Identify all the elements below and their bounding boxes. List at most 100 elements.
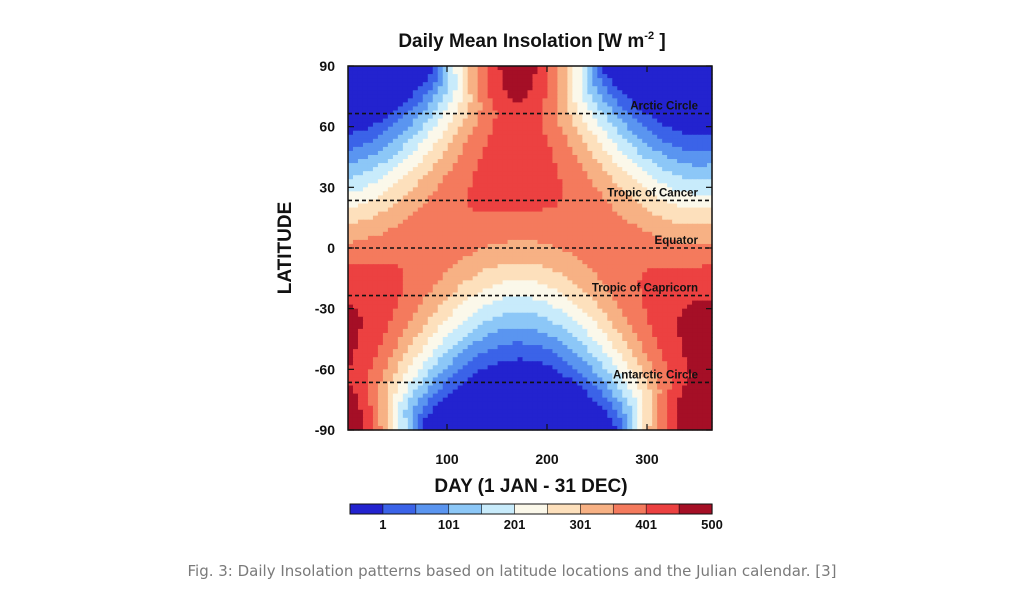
heatmap-cell — [522, 66, 529, 71]
heatmap-cell — [607, 66, 613, 71]
heatmap-cell — [627, 122, 633, 128]
heatmap-cell — [642, 175, 648, 180]
heatmap-cell — [467, 203, 474, 209]
heatmap-cell — [392, 235, 399, 241]
heatmap-cell — [477, 130, 484, 136]
heatmap-cell — [557, 114, 564, 120]
heatmap-cell — [632, 264, 638, 269]
heatmap-cell — [622, 138, 628, 144]
heatmap-cell — [447, 227, 454, 233]
heatmap-cell — [472, 122, 479, 128]
heatmap-cell — [612, 336, 618, 342]
heatmap-cell — [607, 126, 613, 132]
heatmap-cell — [617, 227, 623, 233]
heatmap-cell — [507, 239, 514, 245]
heatmap-cell — [377, 272, 384, 277]
heatmap-cell — [377, 122, 384, 128]
heatmap-cell — [677, 284, 683, 290]
heatmap-cell — [357, 264, 364, 269]
heatmap-cell — [542, 118, 549, 124]
heatmap-cell — [702, 272, 708, 277]
heatmap-cell — [682, 223, 688, 229]
heatmap-cell — [437, 138, 444, 144]
heatmap-cell — [557, 118, 564, 124]
heatmap-cell — [397, 239, 404, 245]
heatmap-cell — [657, 183, 663, 188]
heatmap-cell — [457, 231, 464, 237]
heatmap-cell — [472, 146, 479, 152]
heatmap-cell — [617, 211, 623, 217]
heatmap-cell — [592, 74, 598, 79]
heatmap-cell — [587, 142, 593, 148]
heatmap-cell — [387, 195, 394, 201]
heatmap-cell — [547, 82, 554, 87]
heatmap-cell — [497, 280, 504, 285]
heatmap-cell — [562, 183, 568, 188]
heatmap-cell — [502, 248, 509, 253]
heatmap-cell — [402, 288, 409, 294]
heatmap-cell — [652, 288, 658, 294]
heatmap-cell — [547, 167, 554, 172]
heatmap-cell — [707, 248, 713, 253]
heatmap-cell — [392, 187, 399, 192]
heatmap-cell — [472, 175, 479, 180]
heatmap-cell — [632, 118, 638, 124]
heatmap-cell — [422, 150, 429, 156]
heatmap-cell — [527, 219, 534, 225]
heatmap-cell — [547, 248, 554, 253]
heatmap-cell — [682, 312, 688, 318]
heatmap-cell — [487, 252, 494, 257]
heatmap-cell — [462, 256, 469, 261]
heatmap-cell — [372, 207, 379, 213]
heatmap-cell — [667, 199, 673, 205]
heatmap-cell — [422, 98, 429, 103]
heatmap-cell — [472, 78, 479, 83]
heatmap-cell — [662, 126, 668, 132]
heatmap-cell — [462, 199, 469, 205]
heatmap-cell — [362, 90, 369, 95]
heatmap-cell — [612, 138, 618, 144]
heatmap-cell — [632, 114, 638, 120]
heatmap-cell — [507, 264, 514, 269]
heatmap-cell — [382, 86, 389, 91]
heatmap-cell — [537, 118, 544, 124]
heatmap-cell — [567, 223, 573, 229]
heatmap-cell — [452, 320, 459, 326]
heatmap-cell — [482, 138, 489, 144]
heatmap-cell — [477, 312, 484, 318]
heatmap-cell — [652, 199, 658, 205]
heatmap-cell — [602, 227, 608, 233]
heatmap-cell — [482, 235, 489, 241]
heatmap-cell — [462, 243, 469, 249]
heatmap-cell — [702, 150, 708, 156]
heatmap-cell — [402, 260, 409, 265]
heatmap-cell — [397, 288, 404, 294]
heatmap-cell — [592, 66, 598, 71]
heatmap-cell — [562, 150, 568, 156]
heatmap-cell — [437, 215, 444, 221]
heatmap-cell — [437, 284, 444, 290]
heatmap-cell — [637, 118, 643, 124]
heatmap-cell — [437, 243, 444, 249]
heatmap-cell — [517, 126, 524, 132]
heatmap-cell — [482, 248, 489, 253]
heatmap-cell — [547, 211, 554, 217]
heatmap-cell — [482, 90, 489, 95]
heatmap-cell — [552, 296, 559, 302]
heatmap-cell — [547, 284, 554, 290]
heatmap-cell — [652, 122, 658, 128]
heatmap-cell — [512, 98, 519, 103]
heatmap-cell — [577, 66, 583, 71]
heatmap-cell — [432, 94, 439, 99]
heatmap-cell — [612, 167, 618, 172]
heatmap-cell — [707, 118, 713, 124]
heatmap-cell — [467, 239, 474, 245]
heatmap-cell — [352, 248, 359, 253]
heatmap-cell — [447, 74, 454, 79]
heatmap-cell — [587, 110, 593, 116]
heatmap-cell — [587, 94, 593, 99]
heatmap-cell — [582, 272, 588, 277]
heatmap-cell — [687, 110, 693, 116]
heatmap-cell — [467, 126, 474, 132]
heatmap-cell — [637, 324, 643, 330]
